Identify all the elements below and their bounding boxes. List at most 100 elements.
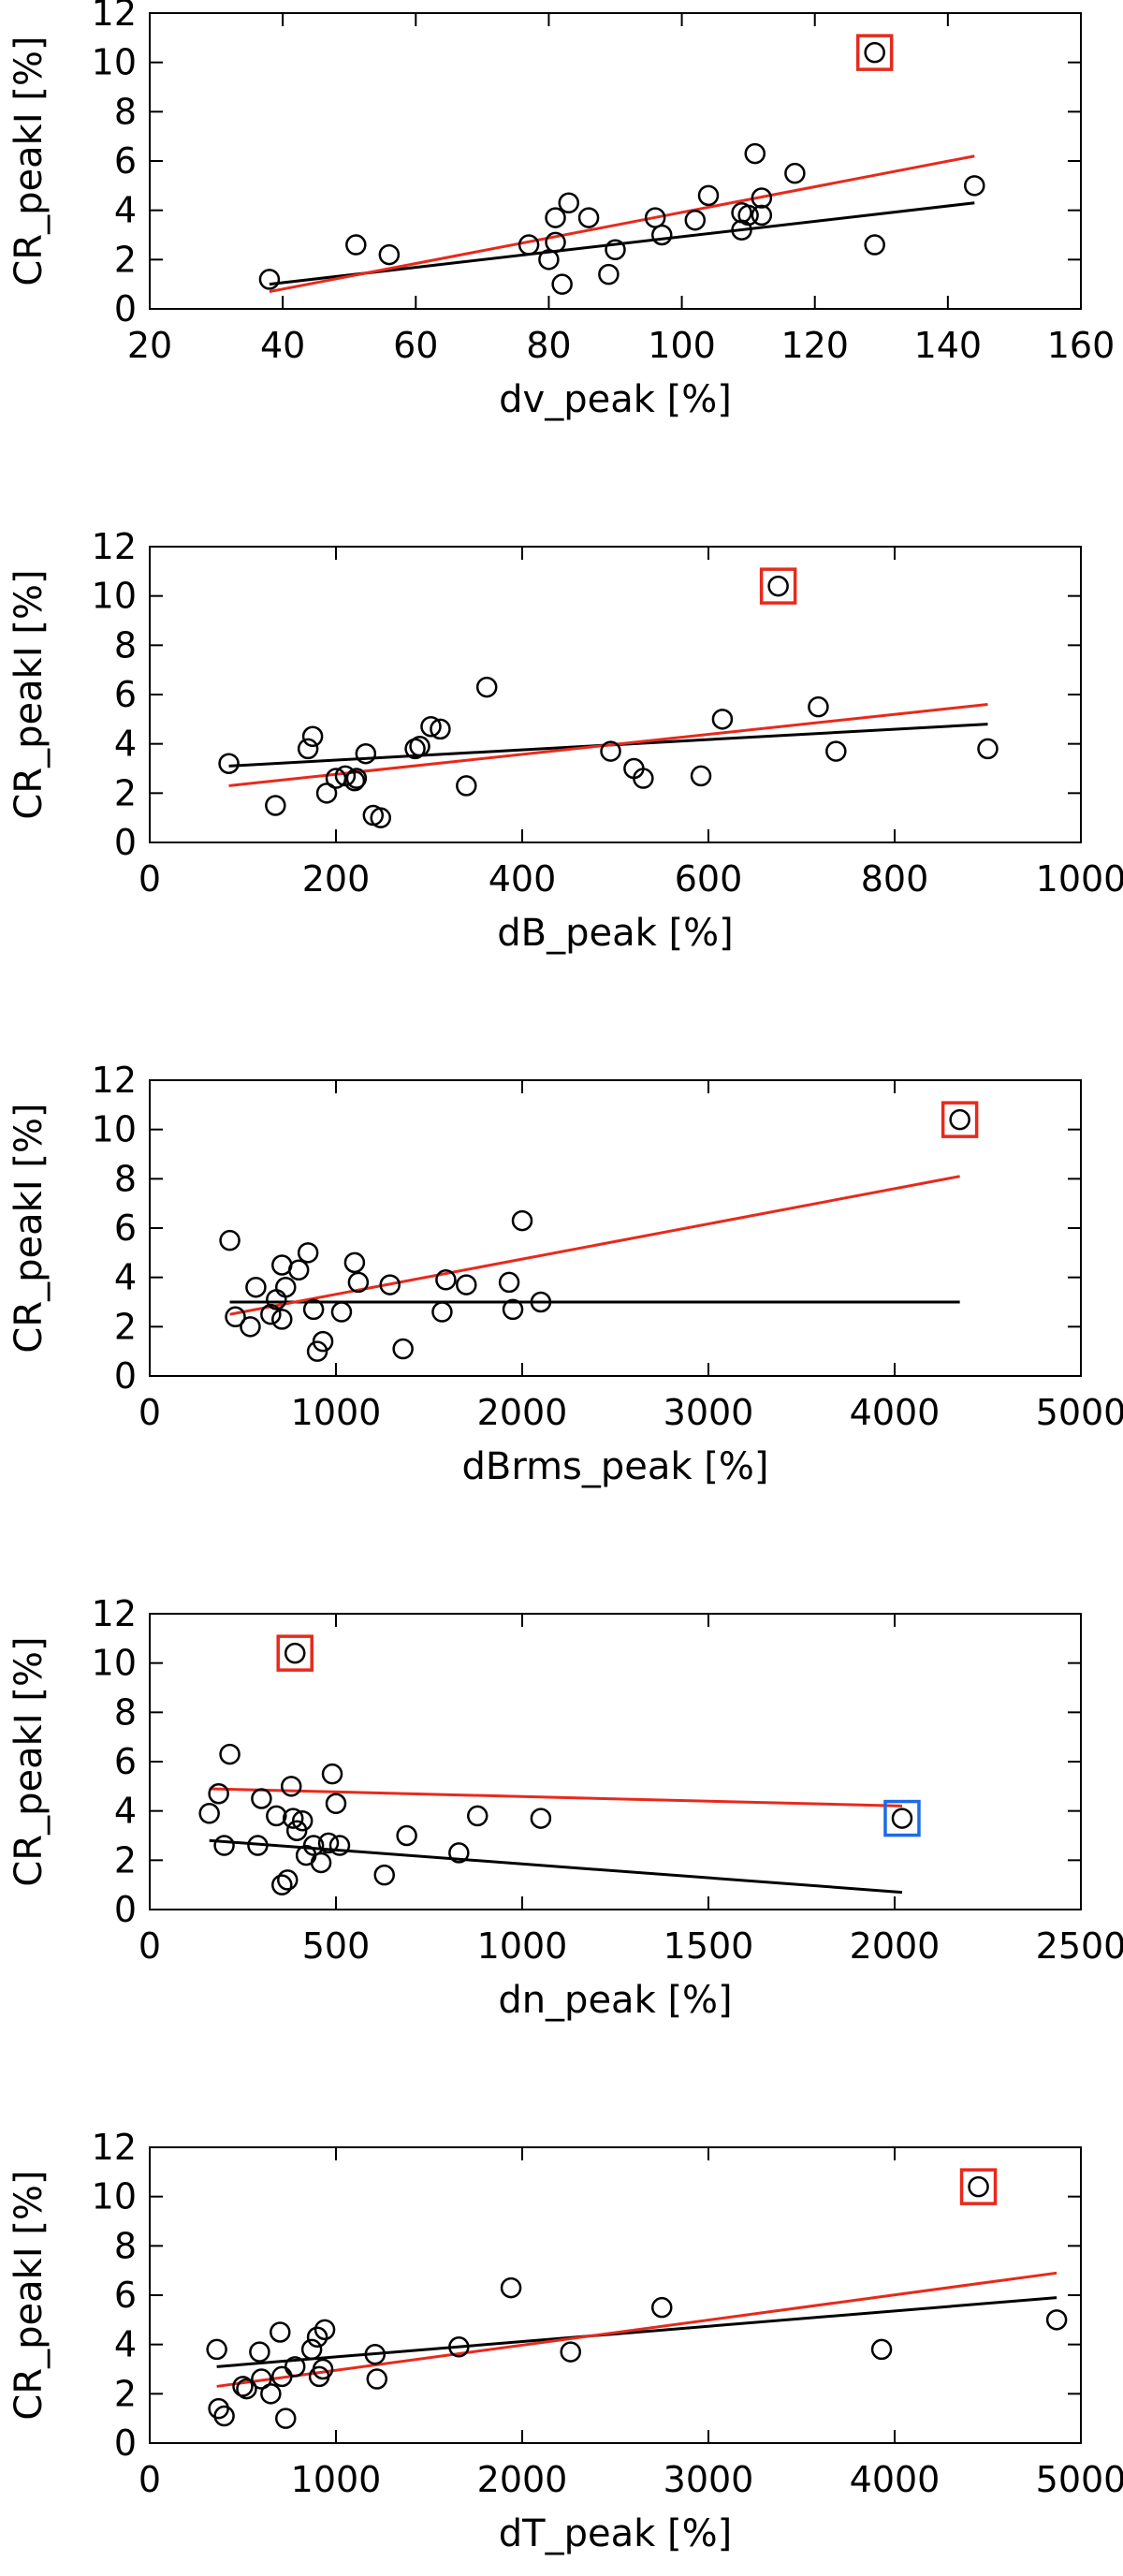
data-point	[280, 1776, 302, 1797]
y-tick-label: 10	[92, 2176, 137, 2217]
y-tick-label: 8	[114, 2225, 137, 2266]
x-tick-label: 1000	[1036, 858, 1123, 900]
y-axis-label: CR_peakI [%]	[7, 569, 51, 819]
y-tick-label: 2	[114, 2373, 137, 2414]
highlight-box	[959, 2168, 998, 2205]
data-point	[306, 2326, 328, 2349]
data-point	[598, 263, 620, 285]
y-tick-label: 8	[114, 1691, 137, 1733]
data-point	[265, 795, 286, 816]
x-tick-label: 4000	[850, 2459, 941, 2500]
x-tick-label: 2500	[1036, 1925, 1123, 1967]
x-tick-label: 5000	[1036, 2459, 1123, 2500]
data-point	[808, 695, 829, 718]
data-point	[277, 1869, 299, 1891]
data-point	[232, 2376, 254, 2397]
x-tick-label: 0	[139, 1392, 161, 1433]
data-point	[310, 1852, 332, 1874]
data-point	[448, 2336, 470, 2358]
data-point	[697, 184, 720, 207]
x-tick-label: 120	[780, 325, 849, 366]
y-tick-label: 6	[114, 2275, 137, 2316]
data-point	[343, 769, 366, 792]
data-point	[198, 1803, 220, 1824]
data-point	[364, 2343, 386, 2365]
data-point	[240, 1316, 261, 1338]
y-tick-label: 6	[114, 1741, 137, 1782]
x-tick-label: 500	[302, 1925, 371, 1967]
data-point	[343, 1251, 366, 1274]
data-point	[251, 2368, 272, 2390]
y-tick-label: 12	[92, 2127, 137, 2168]
data-point	[751, 204, 773, 227]
data-point	[891, 1808, 913, 1829]
data-point	[301, 725, 324, 748]
x-tick-label: 1000	[291, 2459, 382, 2500]
y-tick-label: 12	[92, 0, 137, 34]
x-tick-label: 40	[260, 325, 305, 366]
x-tick-label: 800	[861, 858, 929, 900]
data-point	[456, 1274, 477, 1295]
data-point	[448, 1842, 470, 1864]
data-point	[600, 740, 621, 762]
chart-panel-3: 0 1000 2000 3000 4000 5000 0 2 4 6 8 10 12 dBrms_peak…	[7, 1060, 1123, 1488]
data-point	[314, 2319, 336, 2341]
y-tick-label: 2	[114, 772, 137, 813]
data-point	[466, 1805, 489, 1827]
data-point	[396, 1824, 417, 1847]
x-axis-label: dT_peak [%]	[499, 2512, 732, 2555]
x-tick-label: 5000	[1036, 1392, 1123, 1433]
y-tick-label: 12	[92, 1593, 137, 1634]
data-point	[284, 2356, 306, 2378]
data-point	[260, 2383, 282, 2405]
data-point	[744, 142, 766, 165]
y-tick-label: 0	[114, 2422, 137, 2464]
x-axis-label: dBrms_peak [%]	[462, 1445, 769, 1488]
y-axis-label: CR_peakI [%]	[7, 2170, 51, 2420]
x-tick-label: 140	[914, 325, 983, 366]
data-point	[511, 1209, 533, 1232]
data-point	[475, 676, 498, 698]
data-point	[251, 1788, 272, 1809]
plot-frame	[149, 12, 1082, 310]
x-tick-label: 100	[648, 325, 716, 366]
y-tick-label: 0	[114, 1889, 137, 1930]
red-fit-line	[229, 1175, 960, 1316]
data-point	[270, 2321, 291, 2343]
data-point	[208, 1782, 229, 1805]
x-tick-label: 3000	[664, 1392, 754, 1433]
data-point	[551, 273, 573, 295]
x-tick-label: 400	[489, 858, 557, 900]
data-point	[347, 1271, 370, 1294]
x-tick-label: 20	[127, 325, 172, 366]
x-tick-label: 160	[1047, 325, 1116, 366]
data-point	[430, 718, 451, 740]
data-point	[825, 740, 847, 762]
chart-panel-2: 0 200 400 600 800 1000 0 2 4 6 8 10 12 dB_peak [%] CR_…	[7, 526, 1123, 955]
y-tick-label: 12	[92, 526, 137, 567]
y-tick-label: 8	[114, 624, 137, 666]
black-fit-line	[209, 1838, 903, 1895]
data-point	[690, 765, 712, 787]
x-tick-label: 1000	[477, 1925, 568, 1967]
data-point	[379, 1274, 401, 1295]
data-point	[213, 1835, 235, 1856]
data-point	[330, 1301, 353, 1323]
y-tick-label: 0	[114, 822, 137, 863]
data-point	[560, 2341, 581, 2363]
data-point	[431, 1301, 453, 1323]
data-point	[751, 187, 773, 209]
data-point	[577, 207, 600, 228]
data-point	[218, 753, 240, 774]
x-axis-label: dn_peak [%]	[498, 1979, 732, 2022]
data-point	[317, 1832, 340, 1854]
highlight-box	[759, 567, 797, 605]
x-tick-label: 1500	[664, 1925, 754, 1967]
highlight-box	[883, 1799, 921, 1837]
data-point	[370, 807, 392, 828]
plot-frame	[149, 2146, 1082, 2444]
y-tick-label: 6	[114, 1208, 137, 1249]
data-point	[409, 736, 430, 757]
y-tick-label: 4	[114, 1791, 137, 1832]
data-point	[435, 1269, 457, 1291]
